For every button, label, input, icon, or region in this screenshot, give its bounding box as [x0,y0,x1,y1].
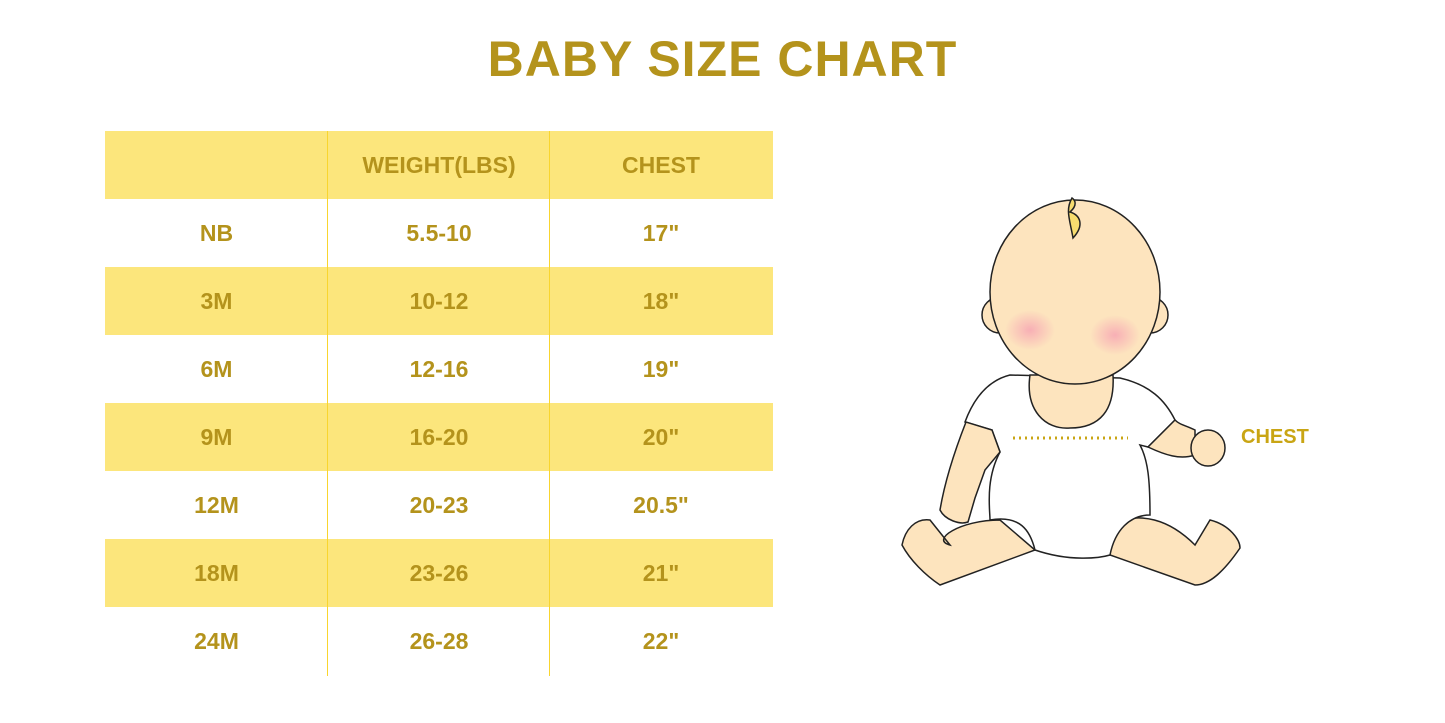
table-row: 9M 16-20 20" [105,403,773,471]
chest-cell: 21" [642,559,680,586]
weight-cell: 26-28 [409,627,469,654]
chest-cell: 18" [642,287,680,314]
size-cell: 18M [194,559,239,586]
weight-cell: 5.5-10 [406,219,472,246]
size-cell: 3M [200,287,233,314]
weight-cell: 12-16 [409,355,469,382]
size-cell: 12M [194,491,239,518]
page-title: BABY SIZE CHART [487,31,958,87]
weight-cell: 16-20 [409,423,469,450]
table-row: 6M 12-16 19" [105,335,773,403]
table-header-row: WEIGHT(LBS) CHEST [105,131,773,199]
header-cell: CHEST [622,151,700,178]
weight-cell: 20-23 [409,491,469,518]
header-cell: WEIGHT(LBS) [362,151,516,178]
size-cell: 9M [200,423,233,450]
chest-cell: 22" [642,627,680,654]
chest-cell: 19" [642,355,680,382]
size-cell: 24M [194,627,239,654]
column-divider [549,131,550,676]
chest-label: CHEST [1241,426,1309,448]
table-row: 12M 20-23 20.5" [105,471,773,539]
weight-cell: 10-12 [409,287,469,314]
weight-cell: 23-26 [409,559,469,586]
chest-cell: 17" [642,219,680,246]
column-divider [327,131,328,676]
table-row: 24M 26-28 22" [105,607,773,675]
table-row: 18M 23-26 21" [105,539,773,607]
size-table: WEIGHT(LBS) CHEST NB 5.5-10 17" 3M 10-12 18" 6… [105,131,773,675]
size-cell: 6M [200,355,233,382]
table-row: NB 5.5-10 17" [105,199,773,267]
table-row: 3M 10-12 18" [105,267,773,335]
size-cell: NB [199,219,234,246]
chest-cell: 20" [642,423,680,450]
chest-cell: 20.5" [633,491,689,518]
